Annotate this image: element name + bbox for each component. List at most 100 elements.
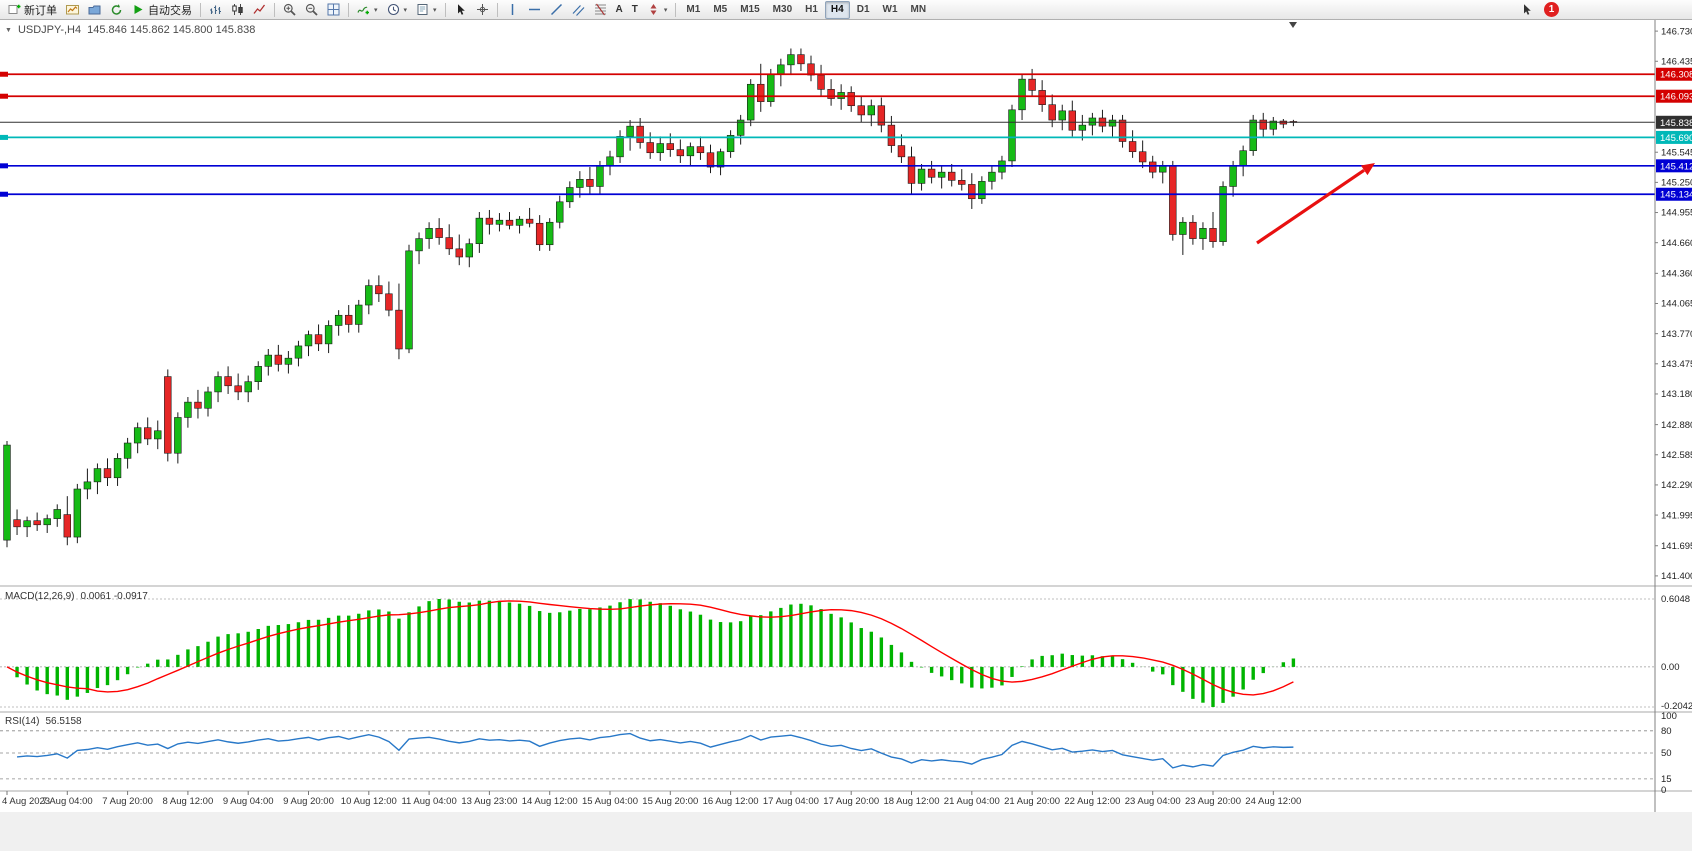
svg-text:146.308: 146.308 xyxy=(1660,70,1692,81)
trendline-icon xyxy=(550,3,562,16)
timeframe-button-m5[interactable]: M5 xyxy=(713,4,728,15)
chart-shift-marker xyxy=(1289,22,1297,28)
svg-text:50: 50 xyxy=(1661,748,1672,759)
zoom-out-button[interactable] xyxy=(301,1,322,19)
toolbar-separator xyxy=(200,2,201,17)
vertical-line-tool-button[interactable] xyxy=(502,1,523,19)
svg-text:141.995: 141.995 xyxy=(1661,510,1692,521)
svg-text:145.838: 145.838 xyxy=(1660,118,1692,129)
svg-text:144.360: 144.360 xyxy=(1661,269,1692,280)
profiles-button[interactable] xyxy=(84,1,105,19)
fibonacci-icon xyxy=(594,3,606,16)
tile-windows-icon xyxy=(327,3,340,16)
horizontal-line-145.134[interactable] xyxy=(0,191,1655,197)
svg-text:145.545: 145.545 xyxy=(1661,147,1692,158)
rsi-value: 56.5158 xyxy=(45,716,82,727)
profiles-icon xyxy=(88,5,101,15)
trend-arrow-annotation[interactable] xyxy=(1256,163,1375,245)
chart-title: ▼ USDJPY-,H4 145.846 145.862 145.800 145… xyxy=(5,24,255,36)
macd-indicator-label: MACD(12,26,9) 0.0061 -0.0917 xyxy=(5,591,148,602)
horizontal-line-145.690[interactable] xyxy=(0,134,1655,140)
cursor-icon xyxy=(457,4,465,15)
timeframe-button-m30[interactable]: M30 xyxy=(772,4,793,15)
periods-button[interactable]: ▾ xyxy=(383,1,412,19)
chevron-down-icon: ▾ xyxy=(374,6,378,14)
svg-text:8 Aug 12:00: 8 Aug 12:00 xyxy=(163,796,214,807)
timeframe-button-h4[interactable]: H4 xyxy=(824,0,850,19)
vertical-line-icon xyxy=(511,4,513,15)
svg-text:143.770: 143.770 xyxy=(1661,329,1692,340)
new-chart-button[interactable] xyxy=(62,1,83,19)
svg-text:80: 80 xyxy=(1661,726,1672,737)
candlestick-chart-button[interactable] xyxy=(227,1,248,19)
ohlc-values: 145.846 145.862 145.800 145.838 xyxy=(87,24,256,36)
timeframe-button-d1[interactable]: D1 xyxy=(856,4,870,15)
fibonacci-tool-button[interactable] xyxy=(590,1,611,19)
indicators-icon xyxy=(357,6,369,15)
svg-text:145.412: 145.412 xyxy=(1660,161,1692,172)
collapse-icon[interactable]: ▼ xyxy=(5,26,12,34)
arrows-tool-button[interactable]: ▾ xyxy=(643,1,672,19)
arrows-icon xyxy=(650,4,657,15)
refresh-button[interactable] xyxy=(106,1,127,19)
label-tool-button[interactable]: T xyxy=(628,1,642,19)
candlesticks xyxy=(3,48,1298,548)
line-chart-button[interactable] xyxy=(249,1,270,19)
crosshair-icon xyxy=(476,4,488,15)
svg-text:21 Aug 20:00: 21 Aug 20:00 xyxy=(1004,796,1060,807)
indicators-button[interactable]: ▾ xyxy=(353,1,382,19)
svg-text:144.065: 144.065 xyxy=(1661,299,1692,310)
bar-chart-button[interactable] xyxy=(205,1,226,19)
svg-text:17 Aug 20:00: 17 Aug 20:00 xyxy=(823,796,879,807)
timeframe-button-mn[interactable]: MN xyxy=(910,4,927,15)
new-order-label: 新订单 xyxy=(24,4,57,17)
horizontal-line-146.308[interactable] xyxy=(0,71,1655,77)
svg-text:145.690: 145.690 xyxy=(1660,133,1692,144)
horizontal-line-145.412[interactable] xyxy=(0,163,1655,169)
svg-text:15 Aug 04:00: 15 Aug 04:00 xyxy=(582,796,638,807)
macd-signal-line xyxy=(6,600,1294,696)
svg-text:11 Aug 04:00: 11 Aug 04:00 xyxy=(401,796,456,807)
trendline-tool-button[interactable] xyxy=(546,1,567,19)
svg-text:17 Aug 04:00: 17 Aug 04:00 xyxy=(763,796,819,807)
chevron-down-icon: ▾ xyxy=(403,6,408,14)
zoom-out-icon xyxy=(305,3,318,16)
rsi-line xyxy=(16,732,1294,769)
pointer-icon xyxy=(1524,4,1531,15)
timeframe-button-h1[interactable]: H1 xyxy=(805,4,818,15)
rsi-indicator-label: RSI(14) 56.5158 xyxy=(5,716,82,727)
crosshair-tool-button[interactable] xyxy=(472,1,493,19)
templates-button[interactable]: ▾ xyxy=(412,1,441,19)
text-tool-button[interactable]: A xyxy=(612,1,627,19)
timeframe-toolbar: M1 M5 M15 M30 H1 H4 D1 W1 MN xyxy=(680,0,932,19)
svg-text:23 Aug 04:00: 23 Aug 04:00 xyxy=(1125,796,1181,807)
label-icon: T xyxy=(631,4,638,15)
svg-text:146.730: 146.730 xyxy=(1661,26,1692,37)
horizontal-line-tool-button[interactable] xyxy=(524,1,545,19)
horizontal-line-146.093[interactable] xyxy=(0,93,1655,99)
svg-text:145.250: 145.250 xyxy=(1661,178,1692,189)
pointer-button[interactable] xyxy=(1516,1,1537,19)
svg-text:9 Aug 20:00: 9 Aug 20:00 xyxy=(283,796,334,807)
macd-name: MACD(12,26,9) xyxy=(5,591,75,602)
timeframe-button-m1[interactable]: M1 xyxy=(686,4,701,15)
main-toolbar: 新订单 自动交易 ▾ ▾ ▾ A T ▾ M1 M5 M15 M30 H1 H4 D1 W1 M… xyxy=(0,0,1692,20)
svg-text:142.290: 142.290 xyxy=(1661,480,1692,491)
notification-badge[interactable]: 1 xyxy=(1544,2,1559,17)
svg-text:143.180: 143.180 xyxy=(1661,389,1692,400)
new-order-button[interactable]: 新订单 xyxy=(4,1,61,19)
toolbar-separator xyxy=(348,2,349,17)
timeframe-button-w1[interactable]: W1 xyxy=(882,4,898,15)
svg-text:142.880: 142.880 xyxy=(1661,420,1692,431)
zoom-in-button[interactable] xyxy=(279,1,300,19)
svg-text:145.134: 145.134 xyxy=(1660,190,1692,201)
svg-text:24 Aug 12:00: 24 Aug 12:00 xyxy=(1245,796,1301,807)
timeframe-button-m15[interactable]: M15 xyxy=(740,4,760,15)
tile-windows-button[interactable] xyxy=(323,1,344,19)
line-chart-icon xyxy=(253,4,266,14)
channel-tool-button[interactable] xyxy=(568,1,589,19)
auto-trading-button[interactable]: 自动交易 xyxy=(128,1,196,19)
cursor-tool-button[interactable] xyxy=(450,1,471,19)
